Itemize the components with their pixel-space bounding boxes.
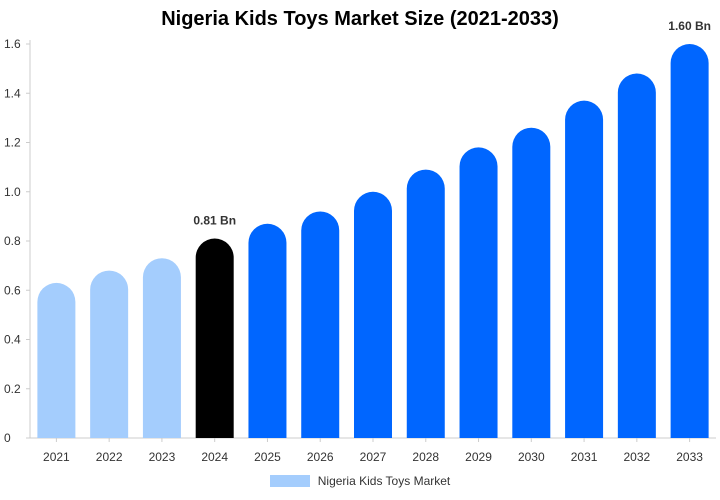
y-tick-label: 0.2 xyxy=(4,382,21,396)
bar-2030[interactable] xyxy=(512,127,551,438)
bar-2025[interactable] xyxy=(248,223,287,438)
bar-2032[interactable] xyxy=(617,73,656,439)
y-tick-label: 0.4 xyxy=(4,333,21,347)
x-axis: 2021 2022 2023 2024 2025 2026 2027 2028 2029 2030… xyxy=(30,437,716,464)
x-tick-label: 2030 xyxy=(518,450,545,464)
x-tick-label: 2033 xyxy=(676,450,703,464)
data-labels: 0.81 Bn 1.60 Bn xyxy=(193,19,711,228)
data-label-2024: 0.81 Bn xyxy=(193,214,236,228)
chart-title: Nigeria Kids Toys Market Size (2021-2033… xyxy=(161,8,559,30)
y-tick-label: 1.6 xyxy=(4,37,21,51)
x-tick-label: 2026 xyxy=(307,450,334,464)
y-tick-label: 0.8 xyxy=(4,234,21,248)
bar-2031[interactable] xyxy=(565,100,604,438)
x-tick-label: 2025 xyxy=(254,450,281,464)
x-tick-label: 2021 xyxy=(43,450,70,464)
bar-2033[interactable] xyxy=(670,44,709,438)
x-tick-label: 2022 xyxy=(96,450,123,464)
bar-2023[interactable] xyxy=(142,258,181,438)
x-tick-label: 2032 xyxy=(623,450,650,464)
legend-label: Nigeria Kids Toys Market xyxy=(317,474,451,488)
bar-2021[interactable] xyxy=(37,282,76,438)
x-tick-label: 2027 xyxy=(360,450,387,464)
y-tick-label: 0 xyxy=(4,431,11,445)
y-tick-label: 1.2 xyxy=(4,136,21,150)
x-tick-label: 2031 xyxy=(571,450,598,464)
y-tick-label: 0.6 xyxy=(4,283,21,297)
bars xyxy=(37,44,709,439)
data-label-2033: 1.60 Bn xyxy=(668,19,711,33)
bar-2024[interactable] xyxy=(195,238,234,438)
x-tick-label: 2028 xyxy=(412,450,439,464)
bar-2027[interactable] xyxy=(354,191,392,438)
bar-2029[interactable] xyxy=(459,147,498,439)
x-tick-label: 2024 xyxy=(201,450,228,464)
y-tick-label: 1.4 xyxy=(4,86,21,100)
x-tick-label: 2023 xyxy=(149,450,176,464)
y-tick-label: 1.0 xyxy=(4,185,21,199)
legend-swatch xyxy=(269,475,310,487)
legend[interactable]: Nigeria Kids Toys Market xyxy=(0,474,720,488)
y-axis: 0 0.2 0.4 0.6 0.8 1.0 1.2 1.4 1.6 xyxy=(4,37,31,445)
bar-2028[interactable] xyxy=(406,169,445,438)
x-tick-label: 2029 xyxy=(465,450,492,464)
bar-2022[interactable] xyxy=(90,270,129,438)
bar-2026[interactable] xyxy=(301,211,340,438)
